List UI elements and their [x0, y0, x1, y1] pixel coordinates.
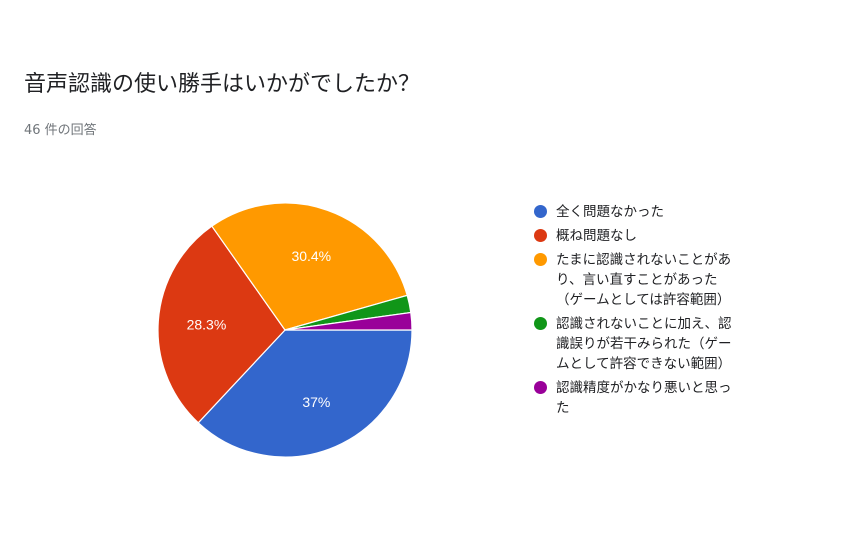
- legend-label-line: ムとして許容できない範囲）: [556, 356, 732, 372]
- pie-slice-2: [157, 225, 286, 424]
- legend-label-line: （ゲームとしては許容範囲）: [556, 292, 731, 308]
- legend-item-2: 概ね問題なし: [534, 226, 794, 246]
- pie-slice-5: [284, 311, 413, 331]
- chart-title: 音声認識の使い勝手はいかがでしたか？: [24, 72, 421, 97]
- pie-chart: 37% 28.3% 30.4%: [157, 202, 413, 458]
- legend-label-line: たまに認識されないことがあ: [556, 252, 732, 268]
- legend-label-line: た: [556, 400, 570, 416]
- legend-swatch-4: [534, 317, 547, 330]
- legend-item-1: 全く問題なかった: [534, 202, 794, 222]
- legend-label-line: り、言い直すことがあった: [556, 272, 718, 288]
- legend-label-1: 全く問題なかった: [556, 202, 664, 222]
- legend-swatch-3: [534, 253, 547, 266]
- pie-slice-3: [211, 202, 408, 331]
- pie-slice-1: [197, 329, 413, 458]
- legend-label-5: 認識精度がかなり悪いと思った: [556, 378, 732, 418]
- pie-slice-label-1: 37%: [302, 394, 330, 410]
- legend-label-line: 認識されないことに加え、認: [556, 316, 732, 332]
- legend-label-line: 全く問題なかった: [556, 204, 664, 220]
- legend-label-2: 概ね問題なし: [556, 226, 637, 246]
- legend-item-4: 認識されないことに加え、認 識誤りが若干みられた（ゲー ムとして許容できない範囲）: [534, 314, 794, 374]
- legend-label-line: 識誤りが若干みられた（ゲー: [556, 336, 732, 352]
- legend-item-5: 認識精度がかなり悪いと思った: [534, 378, 794, 418]
- legend: 全く問題なかった 概ね問題なしたまに認識されないことがあ り、言い直すことがあった （…: [534, 202, 794, 422]
- legend-label-line: 概ね問題なし: [556, 228, 637, 244]
- legend-label-3: たまに認識されないことがあ り、言い直すことがあった （ゲームとしては許容範囲）: [556, 250, 731, 310]
- legend-swatch-1: [534, 205, 547, 218]
- pie-slice-label-2: 28.3%: [187, 317, 227, 333]
- pie-slice-label-3: 30.4%: [291, 248, 331, 264]
- legend-swatch-2: [534, 229, 547, 242]
- legend-label-line: 認識精度がかなり悪いと思っ: [556, 380, 732, 396]
- legend-label-4: 認識されないことに加え、認 識誤りが若干みられた（ゲー ムとして許容できない範囲）: [556, 314, 732, 374]
- response-count: 46 件の回答: [24, 123, 97, 138]
- legend-item-3: たまに認識されないことがあ り、言い直すことがあった （ゲームとしては許容範囲）: [534, 250, 794, 310]
- legend-swatch-5: [534, 381, 547, 394]
